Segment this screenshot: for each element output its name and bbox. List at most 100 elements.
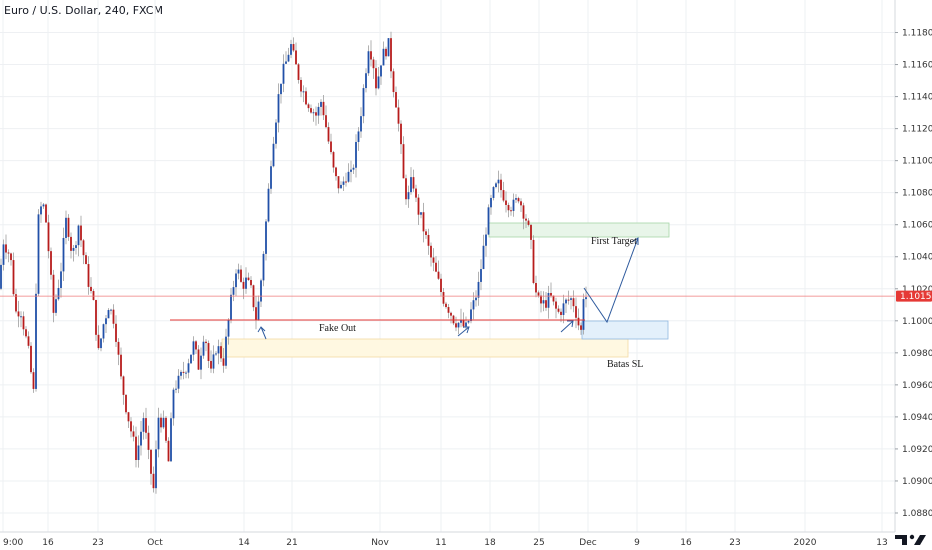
candle-body[interactable] — [267, 188, 270, 222]
candle-body[interactable] — [375, 68, 377, 89]
candle-body[interactable] — [60, 271, 62, 288]
candle-body[interactable] — [405, 178, 407, 200]
candle-body[interactable] — [260, 280, 262, 302]
candle-body[interactable] — [42, 204, 45, 207]
candle-body[interactable] — [570, 298, 572, 300]
candle-body[interactable] — [127, 412, 130, 422]
candle-body[interactable] — [317, 106, 320, 116]
candle-body[interactable] — [547, 292, 550, 308]
candle-body[interactable] — [122, 376, 125, 395]
candle-body[interactable] — [67, 217, 70, 237]
candle-body[interactable] — [217, 346, 220, 354]
candle-body[interactable] — [32, 372, 35, 389]
candle-body[interactable] — [45, 204, 47, 223]
candle-body[interactable] — [552, 295, 555, 302]
candle-body[interactable] — [395, 92, 397, 108]
candle-body[interactable] — [350, 169, 352, 172]
candle-body[interactable] — [50, 251, 52, 275]
candle-body[interactable] — [330, 141, 332, 153]
candle-body[interactable] — [497, 179, 500, 184]
candle-body[interactable] — [190, 354, 192, 364]
candle-body[interactable] — [382, 48, 385, 66]
candle-body[interactable] — [55, 299, 57, 313]
candle-body[interactable] — [467, 321, 470, 323]
candle-body[interactable] — [167, 440, 170, 462]
candle-body[interactable] — [80, 225, 82, 241]
candle-body[interactable] — [362, 88, 365, 117]
candle-body[interactable] — [242, 281, 245, 289]
candle-body[interactable] — [475, 297, 477, 301]
candle-body[interactable] — [520, 201, 522, 206]
candle-body[interactable] — [15, 294, 17, 312]
candle-body[interactable] — [372, 59, 375, 69]
candle-body[interactable] — [402, 144, 405, 179]
candle-body[interactable] — [567, 299, 570, 301]
candle-body[interactable] — [525, 218, 527, 221]
candle-body[interactable] — [277, 94, 280, 123]
candle-body[interactable] — [535, 282, 537, 293]
candle-body[interactable] — [435, 262, 437, 272]
candle-body[interactable] — [12, 260, 15, 295]
candle-body[interactable] — [480, 269, 482, 282]
candle-body[interactable] — [340, 184, 342, 189]
candle-body[interactable] — [157, 417, 160, 450]
candle-body[interactable] — [425, 231, 427, 235]
candle-body[interactable] — [95, 300, 97, 335]
candle-body[interactable] — [392, 71, 395, 93]
candle-body[interactable] — [457, 322, 460, 328]
candle-body[interactable] — [367, 51, 370, 74]
first-target-zone[interactable] — [488, 222, 670, 238]
candle-body[interactable] — [390, 38, 392, 72]
candle-body[interactable] — [130, 421, 132, 432]
candle-body[interactable] — [162, 417, 165, 428]
candle-body[interactable] — [415, 188, 417, 198]
candle-body[interactable] — [432, 257, 435, 263]
candle-body[interactable] — [120, 354, 122, 377]
candle-body[interactable] — [322, 101, 325, 116]
candle-body[interactable] — [77, 225, 80, 246]
candle-body[interactable] — [347, 171, 350, 182]
candle-body[interactable] — [437, 271, 440, 279]
candle-body[interactable] — [92, 291, 95, 301]
candle-body[interactable] — [410, 177, 412, 193]
candle-body[interactable] — [577, 317, 580, 326]
candle-body[interactable] — [292, 44, 295, 51]
candle-body[interactable] — [527, 220, 530, 225]
candle-body[interactable] — [385, 48, 387, 57]
candle-body[interactable] — [52, 274, 55, 313]
candle-body[interactable] — [125, 394, 127, 413]
candle-body[interactable] — [530, 224, 532, 240]
candle-body[interactable] — [82, 240, 85, 256]
candle-body[interactable] — [240, 269, 242, 282]
candle-body[interactable] — [510, 210, 512, 212]
candle-body[interactable] — [487, 207, 490, 235]
entry-zone[interactable] — [581, 320, 669, 340]
candle-body[interactable] — [90, 286, 92, 292]
candle-body[interactable] — [185, 372, 187, 374]
candle-body[interactable] — [262, 253, 265, 281]
candle-body[interactable] — [207, 343, 210, 361]
candle-body[interactable] — [325, 115, 327, 128]
candle-body[interactable] — [117, 341, 120, 355]
candle-body[interactable] — [250, 280, 252, 286]
candle-body[interactable] — [187, 363, 190, 373]
candle-body[interactable] — [512, 199, 515, 211]
candle-body[interactable] — [300, 79, 302, 92]
candle-body[interactable] — [97, 334, 100, 349]
candle-body[interactable] — [477, 281, 480, 298]
candle-body[interactable] — [75, 245, 77, 248]
candle-body[interactable] — [110, 309, 112, 311]
price-axis[interactable]: 1.11800 1.11600 1.11400 1.11200 1.11000 1.108… — [894, 0, 932, 532]
candle-body[interactable] — [132, 431, 135, 437]
candle-body[interactable] — [400, 123, 402, 145]
candle-body[interactable] — [112, 309, 115, 324]
candle-body[interactable] — [490, 197, 492, 208]
candle-body[interactable] — [532, 239, 535, 283]
candle-body[interactable] — [105, 318, 107, 325]
candle-body[interactable] — [0, 264, 2, 289]
candle-body[interactable] — [315, 112, 317, 116]
candle-body[interactable] — [222, 358, 225, 366]
candle-body[interactable] — [220, 346, 222, 359]
candle-body[interactable] — [17, 311, 20, 317]
